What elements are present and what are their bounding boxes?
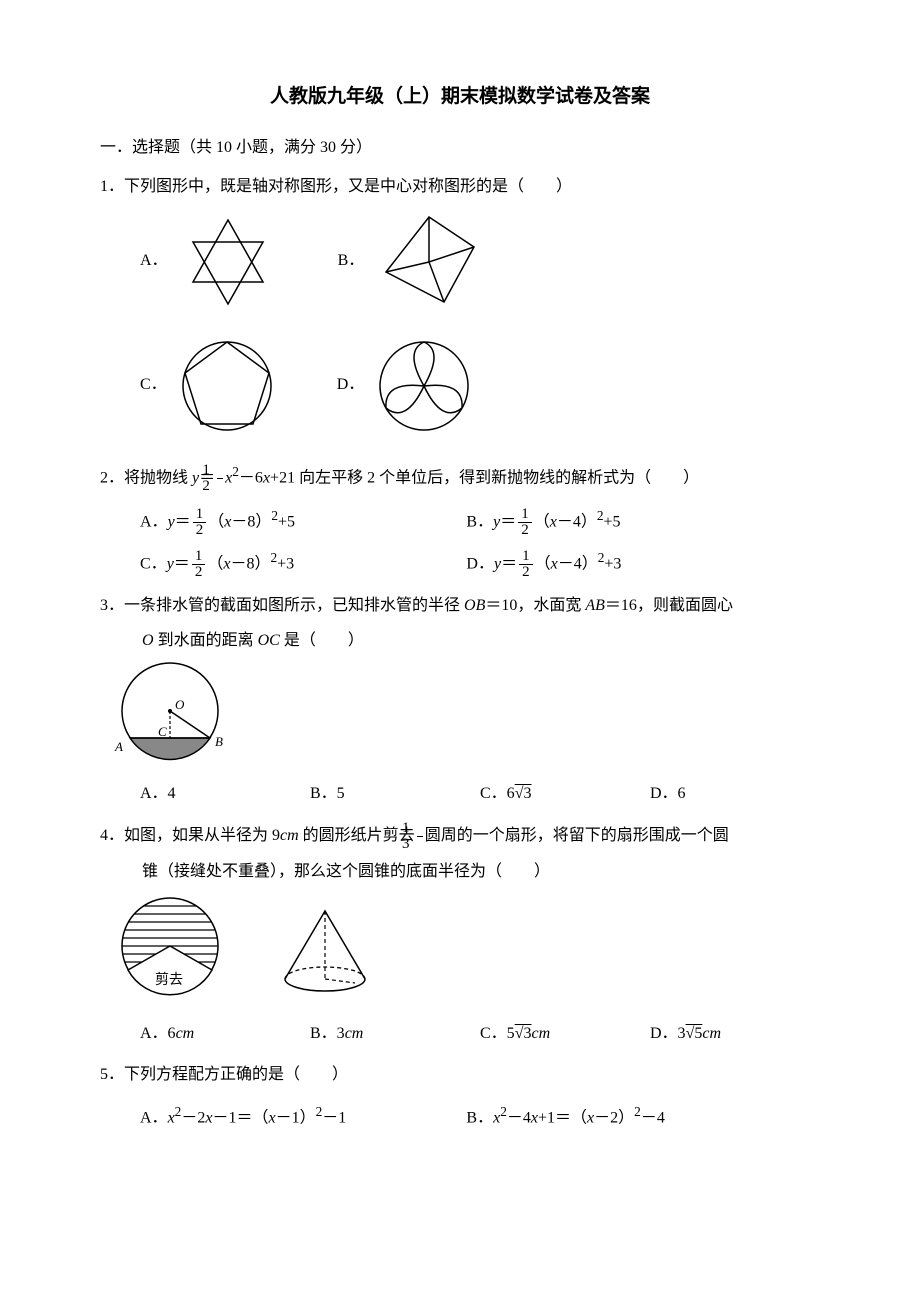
q2-option-d: D．y＝12（x－4）2+3 <box>466 546 792 580</box>
label-c: C <box>158 724 167 739</box>
question-3: 3．一条排水管的截面如图所示，已知排水管的半径 OB＝10，水面宽 AB＝16，… <box>100 592 820 812</box>
q3-option-c: C．6√3 <box>480 780 650 809</box>
label-o: O <box>175 697 185 712</box>
text-part: 是（ ） <box>280 632 364 649</box>
q3-text: 3．一条排水管的截面如图所示，已知排水管的半径 OB＝10，水面宽 AB＝16，… <box>100 592 820 621</box>
q4-option-d: D．3√5cm <box>650 1020 820 1049</box>
q1-option-a: A． <box>140 212 278 312</box>
q5-option-b: B．x2－4x+1＝（x－2）2－4 <box>466 1100 792 1133</box>
question-1: 1．下列图形中，既是轴对称图形，又是中心对称图形的是（ ） A． B． C． <box>100 173 820 450</box>
page-title: 人教版九年级（上）期末模拟数学试卷及答案 <box>100 80 820 114</box>
q4-option-c: C．5√3cm <box>480 1020 650 1049</box>
q2-option-b: B．y＝12（x－4）2+5 <box>466 504 792 538</box>
option-label: B． <box>466 513 493 530</box>
q4-option-a: A．6cm <box>140 1020 310 1049</box>
q1-option-d: D． <box>337 336 475 436</box>
option-label: B．3 <box>310 1025 345 1042</box>
section-header: 一．选择题（共 10 小题，满分 30 分） <box>100 134 820 163</box>
q4-text-line2: 锥（接缝处不重叠），那么这个圆锥的底面半径为（ ） <box>100 858 820 887</box>
question-4: 4．如图，如果从半径为 9cm 的圆形纸片剪去13圆周的一个扇形，将留下的扇形围… <box>100 821 820 1054</box>
option-label: A． <box>140 513 168 530</box>
unit: cm <box>345 1025 364 1042</box>
option-label: D． <box>337 371 365 400</box>
text-part: ，水面宽 <box>517 597 585 614</box>
q4-option-b: B．3cm <box>310 1020 480 1049</box>
question-2: 2．将抛物线 y＝12x2－6x+21 向左平移 2 个单位后，得到新抛物线的解… <box>100 460 820 584</box>
q5-option-a: A．x2－2x－1＝（x－1）2－1 <box>140 1100 466 1133</box>
text-part: 2．将抛物线 <box>100 469 192 486</box>
option-label: C． <box>140 555 167 572</box>
cut-label: 剪去 <box>155 972 183 988</box>
text-part: ，则截面圆心 <box>637 597 733 614</box>
text-part: 向左平移 2 个单位后，得到新抛物线的解析式为（ ） <box>299 469 699 486</box>
q1-option-b: B． <box>338 212 485 312</box>
q4-text: 4．如图，如果从半径为 9cm 的圆形纸片剪去13圆周的一个扇形，将留下的扇形围… <box>100 821 820 852</box>
cone-icon <box>270 901 380 1001</box>
q2-text: 2．将抛物线 y＝12x2－6x+21 向左平移 2 个单位后，得到新抛物线的解… <box>100 460 820 494</box>
option-label: C． <box>140 371 167 400</box>
cut-sector-icon: 剪去 <box>110 896 230 1006</box>
unit: cm <box>702 1025 721 1042</box>
text-part: 到水面的距离 <box>158 632 258 649</box>
rotated-squares-icon <box>374 212 484 312</box>
unit: cm <box>531 1025 550 1042</box>
text-part: O <box>142 632 158 649</box>
option-label: A．6 <box>140 1025 176 1042</box>
label-b: B <box>215 734 223 749</box>
q3-option-d: D．6 <box>650 780 820 809</box>
q3-option-b: B．5 <box>310 780 480 809</box>
option-label: A． <box>140 1109 168 1126</box>
text-part: 3．一条排水管的截面如图所示，已知排水管的半径 <box>100 597 464 614</box>
q1-option-c: C． <box>140 336 277 436</box>
option-label: B． <box>338 247 365 276</box>
q3-option-a: A．4 <box>140 780 310 809</box>
option-label: B． <box>466 1109 493 1126</box>
three-leaf-icon <box>374 336 474 436</box>
text-part: 的圆形纸片剪去 <box>299 827 415 844</box>
text-part: cm <box>280 827 299 844</box>
option-label: D． <box>466 555 494 572</box>
text-part: 圆周的一个扇形，将留下的扇形围成一个圆 <box>425 827 729 844</box>
q2-option-c: C．y＝12（x－8）2+3 <box>140 546 466 580</box>
pipe-cross-section-icon: O C A B <box>110 656 240 776</box>
text-part: 4．如图，如果从半径为 9 <box>100 827 280 844</box>
text-part: OC <box>258 632 280 649</box>
q5-text: 5．下列方程配方正确的是（ ） <box>100 1061 820 1090</box>
label-a: A <box>114 739 123 754</box>
q2-option-a: A．y＝12（x－8）2+5 <box>140 504 466 538</box>
question-5: 5．下列方程配方正确的是（ ） A．x2－2x－1＝（x－1）2－1 B．x2－… <box>100 1061 820 1137</box>
unit: cm <box>176 1025 195 1042</box>
option-label: A． <box>140 247 168 276</box>
star-of-david-icon <box>178 212 278 312</box>
pentagon-in-circle-icon <box>177 336 277 436</box>
q3-text-line2: O 到水面的距离 OC 是（ ） <box>100 627 820 656</box>
q1-text: 1．下列图形中，既是轴对称图形，又是中心对称图形的是（ ） <box>100 173 820 202</box>
